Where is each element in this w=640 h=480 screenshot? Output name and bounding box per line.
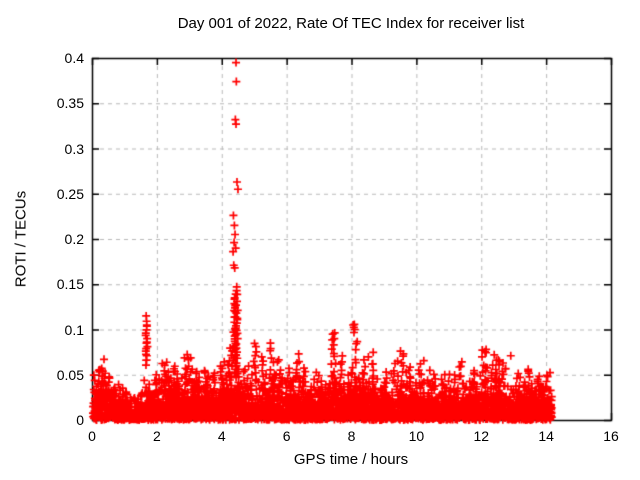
y-tick-label: 0.4 — [64, 50, 84, 66]
x-tick-label: 4 — [217, 428, 226, 444]
x-tick-label: 8 — [347, 428, 356, 444]
y-tick-label: 0.1 — [64, 321, 84, 338]
x-tick-label: 14 — [538, 428, 554, 444]
x-tick-label: 12 — [473, 428, 490, 444]
y-tick-label: 0.05 — [56, 366, 84, 383]
x-axis-label: GPS time / hours — [293, 451, 409, 468]
x-tick-label: 16 — [603, 428, 619, 444]
x-tick-label: 6 — [282, 428, 291, 444]
x-tick-label: 0 — [88, 428, 96, 444]
chart-title: Day 001 of 2022, Rate Of TEC Index for r… — [177, 15, 525, 32]
y-tick-label: 0.15 — [56, 276, 84, 293]
y-tick-label: 0 — [76, 412, 84, 428]
y-tick-label: 0.25 — [56, 185, 84, 202]
y-tick-label: 0.3 — [64, 140, 84, 157]
y-tick-label: 0.2 — [64, 231, 84, 247]
y-tick-label: 0.35 — [56, 95, 84, 112]
x-tick-label: 10 — [408, 428, 425, 444]
x-tick-label: 2 — [152, 428, 161, 444]
